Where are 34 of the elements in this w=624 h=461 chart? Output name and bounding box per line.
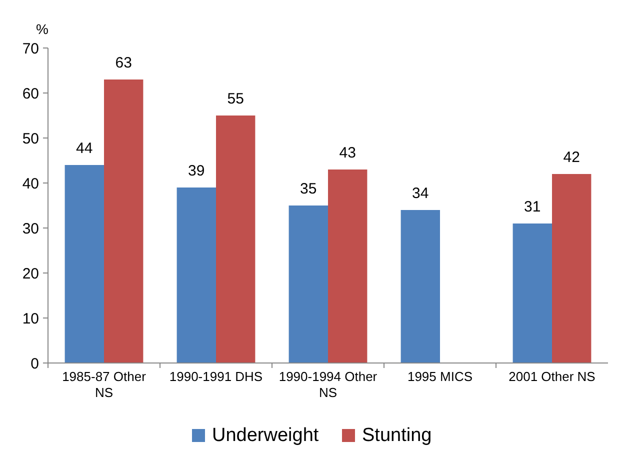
x-tick-label: 1995 MICS [407,369,473,384]
bar [288,206,328,363]
data-label: 43 [339,144,356,162]
y-tick-label: 60 [22,85,39,102]
data-label: 34 [412,185,429,202]
bar [64,165,104,363]
x-tick-label: 2001 Other NS [508,369,596,384]
y-tick-label: 50 [22,130,39,148]
bar [552,174,592,363]
y-tick-label: 10 [22,310,39,328]
bar [328,170,368,363]
data-label: 55 [227,90,244,108]
y-tick-label: 70 [22,40,39,58]
y-tick-label: 30 [22,220,39,238]
data-label: 31 [524,198,541,216]
legend-label: Underweight [212,425,320,446]
y-axis-title: % [36,21,48,37]
x-tick-label: 1990-1991 DHS [169,369,263,384]
data-label: 39 [188,162,205,180]
y-tick-label: 40 [22,175,39,192]
bar [216,116,256,363]
legend-label: Stunting [362,425,432,446]
bar [104,80,144,363]
bar [176,188,216,363]
bar [512,224,552,363]
data-label: 35 [300,180,317,198]
x-tick-label: 1985-87 Other NS [62,369,147,400]
data-label: 42 [563,149,580,166]
data-label: 44 [76,140,93,157]
x-tick-label: 1990-1994 Other NS [278,369,378,400]
y-tick-label: 20 [22,265,39,282]
bar [400,210,440,363]
y-tick-label: 0 [30,355,39,372]
data-label: 63 [115,54,132,72]
